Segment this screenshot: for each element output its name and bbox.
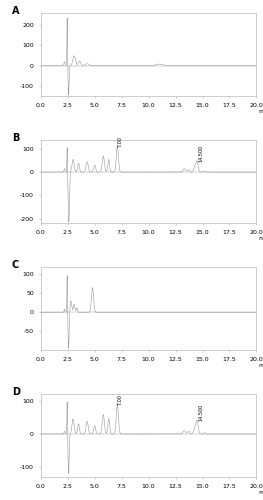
Text: min: min xyxy=(259,236,263,241)
Text: D: D xyxy=(12,387,20,397)
Text: A: A xyxy=(12,6,19,16)
Text: min: min xyxy=(259,363,263,368)
Text: min: min xyxy=(259,490,263,495)
Text: min: min xyxy=(259,108,263,114)
Text: 7.00: 7.00 xyxy=(117,394,122,404)
Text: 7.00: 7.00 xyxy=(117,136,122,147)
Text: B: B xyxy=(12,133,19,143)
Text: C: C xyxy=(12,260,19,270)
Text: 14.500: 14.500 xyxy=(198,144,203,162)
Text: 14.500: 14.500 xyxy=(198,404,203,421)
